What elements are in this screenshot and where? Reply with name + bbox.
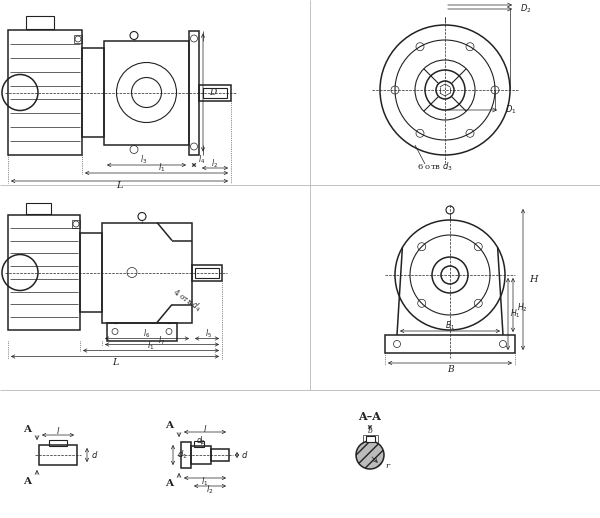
Bar [49,440,67,446]
Bar [385,335,515,353]
Text: $l$: $l$ [56,425,60,437]
Text: $l_4$: $l_4$ [199,154,206,166]
Bar [102,223,192,323]
Bar [8,30,82,155]
Text: $l_1$: $l_1$ [147,339,155,352]
Text: $l$: $l$ [203,423,207,434]
Bar [74,35,82,43]
Text: r: r [385,462,389,470]
Text: H: H [529,275,538,284]
Bar [199,84,231,100]
Text: $l_1$: $l_1$ [201,476,209,488]
Text: 4 отв $d_4$: 4 отв $d_4$ [170,286,204,315]
Bar [191,446,211,464]
Text: $H_2$: $H_2$ [517,302,527,314]
Text: B: B [446,365,454,373]
Text: A: A [23,424,31,434]
Bar [194,441,204,447]
Bar [26,203,51,214]
Bar [72,220,80,228]
Bar [192,265,222,281]
Bar [189,31,199,154]
Bar [82,48,104,137]
Text: $l_2$: $l_2$ [206,484,214,496]
Text: $l_2$: $l_2$ [211,158,218,170]
Text: $H_1$: $H_1$ [510,308,521,320]
Bar [203,88,227,97]
Text: $l_3$: $l_3$ [140,154,147,166]
Bar [365,436,374,442]
Bar [8,215,80,330]
Text: $D_1$: $D_1$ [505,104,517,116]
Text: $d_1$: $d_1$ [177,449,187,461]
Text: 6 отв $d_3$: 6 отв $d_3$ [417,161,453,173]
Text: $l_1$: $l_1$ [158,162,165,174]
Bar [39,445,77,465]
Text: $d$: $d$ [91,450,98,461]
Text: $d_2$: $d_2$ [196,435,206,447]
Bar [107,323,177,340]
Bar [181,442,191,468]
Text: $l_7$: $l_7$ [158,334,166,347]
Bar [195,267,219,278]
Text: L: L [112,358,118,367]
Text: $D_2$: $D_2$ [520,3,532,15]
Text: $d$: $d$ [241,450,248,461]
Text: A: A [23,477,31,485]
Text: A: A [165,422,173,430]
Text: L: L [116,181,123,191]
Bar [104,40,189,145]
Text: D: D [209,88,216,97]
Circle shape [356,441,384,469]
Text: $l_6$: $l_6$ [143,327,151,340]
Text: $l_5$: $l_5$ [205,327,212,340]
Bar [80,233,102,312]
Bar [26,16,54,29]
Bar [211,449,229,461]
Text: $B_1$: $B_1$ [445,320,455,332]
Text: b: b [368,427,373,435]
Text: A–A: A–A [359,411,382,423]
Text: A: A [165,480,173,488]
